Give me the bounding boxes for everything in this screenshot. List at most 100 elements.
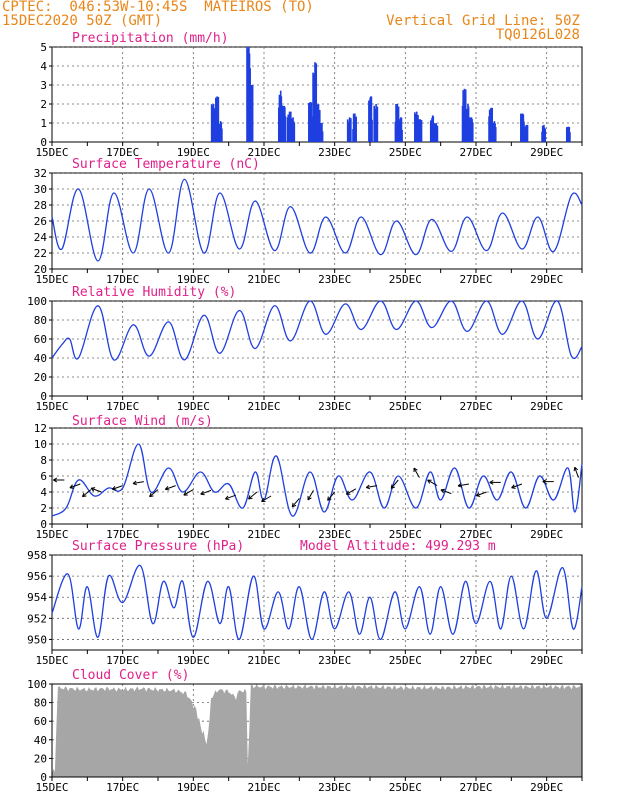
wind-arrow-head	[475, 492, 480, 497]
wind-arrow-shaft	[427, 479, 438, 487]
precip-bar	[420, 119, 423, 142]
x-tick-label: 19DEC	[177, 654, 210, 667]
wind-arrow-shaft	[574, 467, 579, 478]
x-tick-label: 29DEC	[530, 273, 563, 286]
wind-arrow-shaft	[149, 489, 159, 498]
wind-arrow-shaft	[440, 489, 452, 495]
wind-arrow-shaft	[511, 483, 523, 489]
x-tick-label: 17DEC	[106, 400, 139, 413]
wind-arrow-head	[165, 488, 170, 491]
x-tick-label: 25DEC	[389, 781, 422, 794]
precip-bar	[418, 119, 420, 142]
x-tick-label: 19DEC	[177, 528, 210, 541]
y-tick-label: 26	[34, 215, 47, 228]
panel-3	[49, 427, 583, 528]
precip-bar	[355, 116, 357, 142]
x-tick-label: 15DEC	[35, 146, 68, 159]
x-tick-label: 25DEC	[389, 400, 422, 413]
wind-arrow-shaft	[69, 483, 81, 489]
panel-0	[49, 46, 583, 146]
wind-arrow-head	[200, 493, 205, 496]
y-tick-label: 8	[40, 454, 47, 467]
precip-bar	[544, 128, 547, 142]
y-tick-label: 28	[34, 199, 47, 212]
precip-bar	[281, 106, 284, 142]
y-tick-label: 80	[34, 314, 47, 327]
precip-bar	[350, 118, 352, 142]
x-tick-label: 25DEC	[389, 146, 422, 159]
y-tick-label: 10	[34, 438, 47, 451]
x-tick-label: 23DEC	[318, 654, 351, 667]
x-tick-label: 19DEC	[177, 400, 210, 413]
precip-bar	[293, 122, 296, 142]
wind-arrow-head	[413, 467, 418, 471]
x-tick-label: 19DEC	[177, 273, 210, 286]
x-tick-label: 21DEC	[247, 146, 280, 159]
wind-arrow-head	[365, 484, 370, 488]
y-tick-label: 954	[27, 591, 47, 604]
precip-bar	[321, 131, 324, 142]
precip-bar	[217, 96, 220, 142]
precip-bar	[216, 96, 218, 142]
x-tick-label: 25DEC	[389, 528, 422, 541]
wind-arrow-head	[457, 485, 463, 488]
x-tick-label: 17DEC	[106, 781, 139, 794]
x-tick-label: 27DEC	[459, 654, 492, 667]
wind-arrow-head	[427, 479, 431, 484]
precip-bar	[471, 122, 474, 142]
y-tick-label: 30	[34, 183, 47, 196]
precip-bar	[401, 129, 403, 142]
y-tick-label: 0	[40, 390, 47, 403]
x-tick-label: 15DEC	[35, 654, 68, 667]
x-tick-label: 29DEC	[530, 146, 563, 159]
x-tick-label: 15DEC	[35, 781, 68, 794]
precip-bar	[376, 106, 379, 142]
wind-arrow-head	[149, 492, 152, 497]
wind-arrow-head	[511, 484, 515, 489]
wind-arrow-head	[82, 495, 87, 498]
y-tick-label: 5	[40, 41, 47, 54]
wind-arrow-head	[440, 488, 445, 491]
y-tick-label: 20	[34, 752, 47, 765]
precip-bar	[491, 107, 494, 142]
wind-arrow-shaft	[82, 489, 92, 498]
wind-arrow-head	[69, 484, 73, 489]
x-tick-label: 19DEC	[177, 146, 210, 159]
y-tick-label: 12	[34, 422, 47, 435]
wind-arrow-head	[132, 483, 137, 486]
x-tick-label: 27DEC	[459, 273, 492, 286]
precip-bar	[569, 132, 571, 142]
x-tick-label: 23DEC	[318, 146, 351, 159]
wind-arrow-head	[489, 481, 494, 485]
y-tick-label: 4	[40, 486, 47, 499]
wind-arrow-head	[440, 489, 444, 494]
panel-5	[49, 683, 583, 781]
header-station: CPTEC: 046:53W-10:45S MATEIROS (TO)	[2, 0, 314, 15]
precip-bar	[251, 85, 254, 142]
wind-arrow-head	[573, 467, 576, 472]
precip-bar	[311, 116, 313, 142]
wind-arrow-head	[81, 492, 85, 497]
y-tick-label: 6	[40, 470, 47, 483]
wind-arrow-head	[390, 484, 393, 489]
x-tick-label: 29DEC	[530, 400, 563, 413]
wind-arrow-shaft	[346, 488, 357, 495]
wind-arrow-head	[345, 490, 349, 495]
wind-arrow-head	[292, 504, 297, 508]
panel-title: Surface Temperature (nC)	[72, 157, 260, 172]
wind-arrow-shaft	[458, 483, 470, 487]
wind-arrow-head	[542, 479, 547, 483]
precip-bar	[436, 126, 439, 142]
wind-arrow-head	[489, 480, 494, 483]
x-tick-label: 29DEC	[530, 528, 563, 541]
precip-bar	[526, 124, 529, 142]
cloud-area	[52, 684, 582, 777]
x-tick-label: 25DEC	[389, 273, 422, 286]
panel-title: Precipitation (mm/h)	[72, 31, 229, 46]
wind-arrow-head	[457, 483, 462, 487]
panel-title: Cloud Cover (%)	[72, 668, 189, 683]
y-tick-label: 952	[27, 612, 47, 625]
header-grid-note: Vertical Grid Line: 50Z	[386, 13, 580, 29]
x-tick-label: 23DEC	[318, 273, 351, 286]
